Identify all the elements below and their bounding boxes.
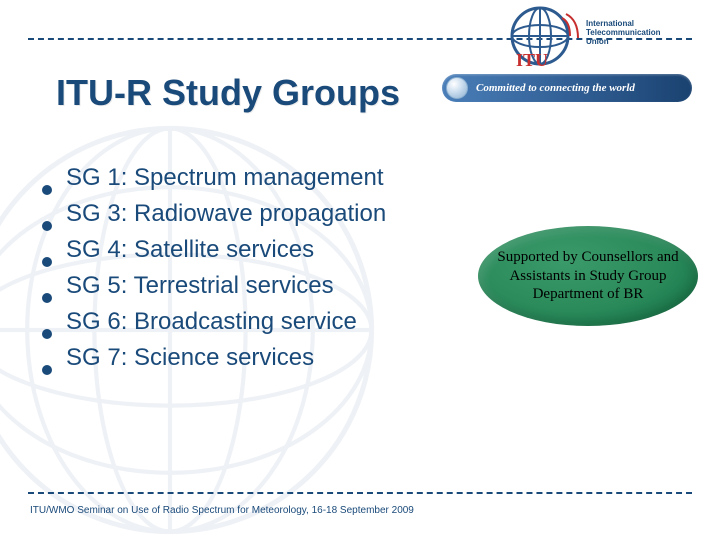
bottom-divider [28, 492, 692, 494]
ellipse-text: Supported by Counsellors and Assistants … [496, 248, 680, 304]
itu-org-text: International Telecommunication Union [586, 20, 692, 46]
list-item: SG 7: Science services [42, 344, 482, 372]
bullet-text: SG 7: Science services [66, 344, 314, 372]
bullet-list: SG 1: Spectrum management SG 3: Radiowav… [42, 164, 482, 380]
slide: ITU International Telecommunication Unio… [0, 0, 720, 540]
list-item: SG 4: Satellite services [42, 236, 482, 264]
itu-logo-icon: ITU [510, 6, 582, 70]
list-item: SG 5: Terrestrial services [42, 272, 482, 300]
list-item: SG 3: Radiowave propagation [42, 200, 482, 228]
svg-text:ITU: ITU [516, 50, 548, 70]
globe-small-icon [446, 77, 468, 99]
bullet-icon [42, 185, 52, 195]
list-item: SG 1: Spectrum management [42, 164, 482, 192]
bullet-icon [42, 293, 52, 303]
bullet-text: SG 6: Broadcasting service [66, 308, 357, 336]
commit-banner: Committed to connecting the world [442, 74, 692, 102]
bullet-text: SG 1: Spectrum management [66, 164, 383, 192]
slide-title: ITU-R Study Groups [56, 72, 400, 114]
bullet-text: SG 5: Terrestrial services [66, 272, 334, 300]
support-ellipse: Supported by Counsellors and Assistants … [478, 226, 698, 326]
bullet-icon [42, 221, 52, 231]
bullet-icon [42, 365, 52, 375]
footer-text: ITU/WMO Seminar on Use of Radio Spectrum… [30, 505, 414, 516]
bullet-icon [42, 257, 52, 267]
banner-text: Committed to connecting the world [476, 82, 635, 94]
bullet-text: SG 3: Radiowave propagation [66, 200, 386, 228]
list-item: SG 6: Broadcasting service [42, 308, 482, 336]
bullet-icon [42, 329, 52, 339]
bullet-text: SG 4: Satellite services [66, 236, 314, 264]
itu-logo-block: ITU International Telecommunication Unio… [442, 6, 692, 106]
